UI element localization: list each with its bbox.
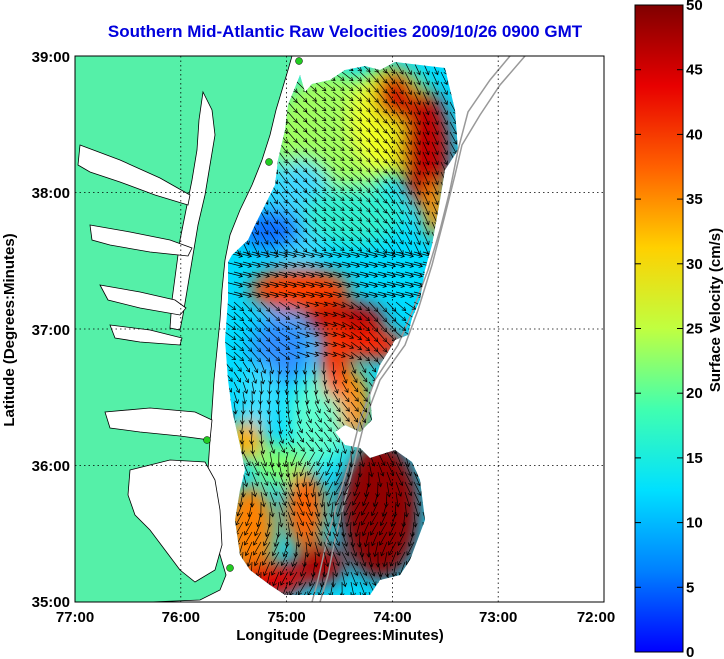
colorbar-tick-label: 50 bbox=[686, 0, 703, 14]
colorbar-tick-label: 15 bbox=[686, 450, 703, 467]
x-tick-label: 75:00 bbox=[267, 609, 305, 626]
y-axis: 39:00 38:00 37:00 36:00 35:00 Latitude (… bbox=[1, 49, 70, 611]
x-axis: 77:00 76:00 75:00 74:00 73:00 72:00 Long… bbox=[56, 609, 615, 644]
y-tick-label: 35:00 bbox=[32, 594, 70, 611]
y-tick-label: 37:00 bbox=[32, 322, 70, 339]
y-tick-label: 36:00 bbox=[32, 458, 70, 475]
x-tick-label: 74:00 bbox=[373, 609, 411, 626]
grid-lines bbox=[75, 56, 604, 602]
colorbar-gradient bbox=[634, 4, 684, 653]
station-markers bbox=[203, 57, 303, 572]
x-axis-label: Longitude (Degrees:Minutes) bbox=[236, 627, 444, 644]
y-tick-label: 39:00 bbox=[32, 49, 70, 66]
station-marker bbox=[265, 158, 273, 166]
map-title: Southern Mid-Atlantic Raw Velocities 200… bbox=[107, 22, 583, 41]
colorbar-tick-label: 10 bbox=[686, 515, 703, 532]
x-tick-label: 77:00 bbox=[56, 609, 94, 626]
colorbar-tick-label: 35 bbox=[686, 191, 703, 208]
colorbar-tick-label: 20 bbox=[686, 385, 703, 402]
x-tick-label: 73:00 bbox=[479, 609, 517, 626]
colorbar-tick-label: 0 bbox=[686, 644, 694, 659]
y-tick-label: 38:00 bbox=[32, 185, 70, 202]
plot-frame bbox=[74, 55, 605, 603]
station-marker bbox=[203, 436, 211, 444]
colorbar-tick-label: 25 bbox=[686, 321, 703, 338]
x-tick-label: 76:00 bbox=[162, 609, 200, 626]
station-marker bbox=[226, 564, 234, 572]
bathymetry-contour bbox=[311, 56, 526, 602]
station-marker bbox=[295, 57, 303, 65]
colorbar-tick-label: 45 bbox=[686, 62, 703, 79]
colorbar-tick-label: 40 bbox=[686, 126, 703, 143]
colorbar-label: Surface Velocity (cm/s) bbox=[707, 228, 724, 392]
colorbar-tick-label: 30 bbox=[686, 256, 703, 273]
y-axis-label: Latitude (Degrees:Minutes) bbox=[1, 233, 18, 426]
colorbar-tick-label: 5 bbox=[686, 579, 694, 596]
x-tick-label: 72:00 bbox=[577, 609, 615, 626]
